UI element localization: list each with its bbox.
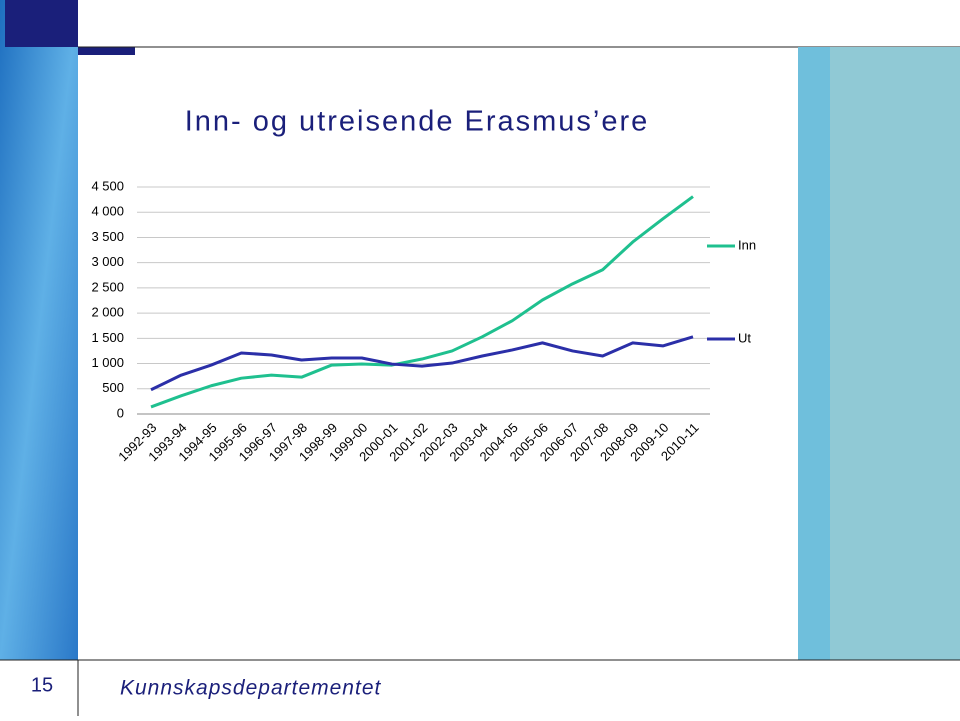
chart-title: Inn- og utreisende Erasmus’ere (185, 106, 650, 138)
y-tick-label: 4 000 (91, 204, 124, 219)
y-tick-label: 500 (102, 380, 124, 395)
y-tick-label: 0 (117, 405, 124, 420)
legend-label: Ut (738, 330, 751, 345)
y-tick-label: 2 500 (91, 279, 124, 294)
y-tick-label: 2 000 (91, 305, 124, 320)
page-number: 15 (31, 674, 53, 696)
data-line (150, 335, 694, 392)
legend-label: Inn (738, 237, 756, 252)
y-tick-label: 1 500 (91, 330, 124, 345)
right-panel (830, 47, 960, 660)
y-tick-label: 1 000 (91, 355, 124, 370)
corner-block (5, 0, 78, 47)
header-bar (78, 47, 135, 55)
y-tick-label: 3 500 (91, 229, 124, 244)
footer-text: Kunnskapsdepartementet (120, 677, 381, 700)
right-band (798, 47, 830, 660)
y-tick-label: 4 500 (91, 178, 124, 193)
data-line (150, 195, 694, 409)
y-tick-label: 3 000 (91, 254, 124, 269)
side-strip (0, 0, 78, 660)
